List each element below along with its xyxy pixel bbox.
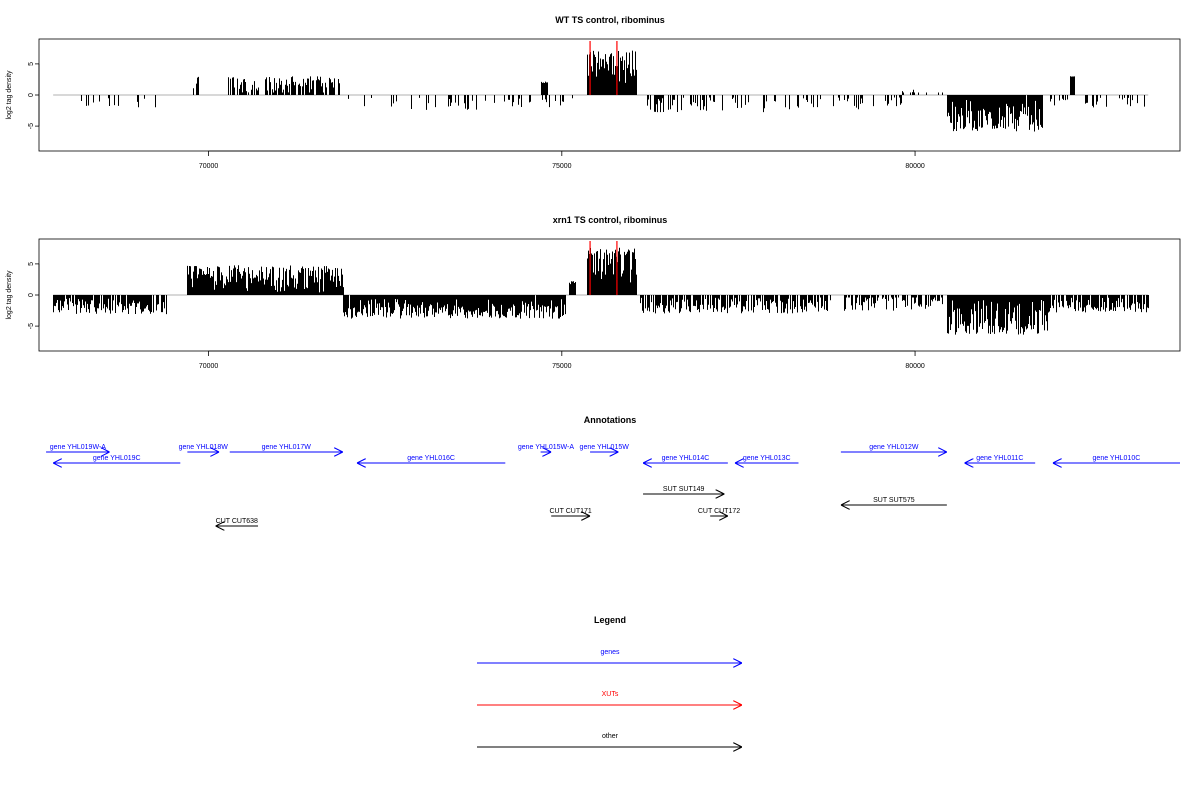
legend-item: other xyxy=(477,733,742,747)
feature-label: gene YHL015W xyxy=(580,444,630,451)
y-tick-label: -5 xyxy=(28,323,35,329)
feature-label: gene YHL019C xyxy=(93,455,141,462)
y-tick-label: 0 xyxy=(28,293,35,297)
bar-series xyxy=(53,241,1149,335)
annotation-feature: gene YHL010C xyxy=(1052,455,1180,463)
annotation-feature: gene YHL017W xyxy=(229,444,343,452)
y-tick-label: -5 xyxy=(28,123,35,129)
legend-label: XUTs xyxy=(602,691,619,698)
feature-label: gene YHL014C xyxy=(662,455,710,462)
feature-label: SUT SUT149 xyxy=(663,486,705,493)
x-tick-label: 70000 xyxy=(199,363,219,370)
panel-title: WT TS control, ribominus xyxy=(555,15,665,25)
annotation-feature: gene YHL015W-A xyxy=(518,444,574,452)
y-axis-label: log2 tag density xyxy=(6,70,13,120)
feature-label: gene YHL015W-A xyxy=(518,444,574,451)
feature-label: gene YHL010C xyxy=(1093,455,1141,462)
feature-label: gene YHL017W xyxy=(262,444,312,451)
feature-label: gene YHL019W-A xyxy=(50,444,106,451)
x-axis: 70000 75000 80000 xyxy=(199,350,925,370)
x-tick-label: 75000 xyxy=(552,363,572,370)
feature-label: gene YHL012W xyxy=(869,444,919,451)
legend-items: genes XUTs other xyxy=(477,649,742,747)
y-axis-label: log2 tag density xyxy=(6,270,13,320)
x-axis: 70000 75000 80000 xyxy=(199,150,925,170)
annotation-feature: SUT SUT149 xyxy=(643,486,725,494)
annotation-feature: gene YHL012W xyxy=(840,444,947,452)
legend: Legend genes XUTs other xyxy=(477,615,742,747)
y-tick-label: 0 xyxy=(28,93,35,97)
annotation-feature: gene YHL018W xyxy=(179,444,229,452)
y-tick-label: 5 xyxy=(28,262,35,266)
feature-label: gene YHL011C xyxy=(976,455,1023,462)
y-tick-label: 5 xyxy=(28,62,35,66)
annotation-feature: CUT CUT171 xyxy=(550,508,592,516)
annotation-feature: SUT SUT575 xyxy=(840,497,947,505)
y-axis: -5 0 5 xyxy=(28,62,40,129)
feature-label: CUT CUT171 xyxy=(550,508,592,515)
legend-item: XUTs xyxy=(477,691,742,705)
feature-label: CUT CUT638 xyxy=(216,518,258,525)
annotation-feature: gene YHL014C xyxy=(643,455,728,463)
annotation-feature: gene YHL019C xyxy=(53,455,181,463)
y-axis: -5 0 5 xyxy=(28,262,40,329)
feature-label: CUT CUT172 xyxy=(698,508,740,515)
x-tick-label: 70000 xyxy=(199,163,219,170)
panel-title: xrn1 TS control, ribominus xyxy=(553,215,668,225)
feature-label: gene YHL013C xyxy=(743,455,791,462)
annotations-title: Annotations xyxy=(584,415,637,425)
annotation-features: gene YHL019W-A gene YHL019C gene YHL018W ge… xyxy=(46,444,1180,526)
annotation-feature: gene YHL011C xyxy=(964,455,1036,463)
feature-label: gene YHL016C xyxy=(407,455,455,462)
legend-item: genes xyxy=(477,649,742,663)
legend-label: other xyxy=(602,733,619,740)
legend-title: Legend xyxy=(594,615,626,625)
annotation-feature: CUT CUT172 xyxy=(698,508,740,516)
annotation-feature: CUT CUT638 xyxy=(215,518,258,526)
panel-wt: WT TS control, ribominus log2 tag densit… xyxy=(6,15,1181,170)
x-tick-label: 80000 xyxy=(905,163,925,170)
panel-xrn1: xrn1 TS control, ribominus log2 tag dens… xyxy=(6,215,1181,370)
annotation-feature: gene YHL019W-A xyxy=(46,444,110,452)
annotation-feature: gene YHL015W xyxy=(580,444,630,452)
feature-label: gene YHL018W xyxy=(179,444,229,451)
x-tick-label: 80000 xyxy=(905,363,925,370)
annotation-feature: gene YHL013C xyxy=(734,455,799,463)
annotation-feature: gene YHL016C xyxy=(356,455,506,463)
x-tick-label: 75000 xyxy=(552,163,572,170)
bar-series xyxy=(53,41,1149,132)
feature-label: SUT SUT575 xyxy=(873,497,915,504)
legend-label: genes xyxy=(600,649,620,656)
